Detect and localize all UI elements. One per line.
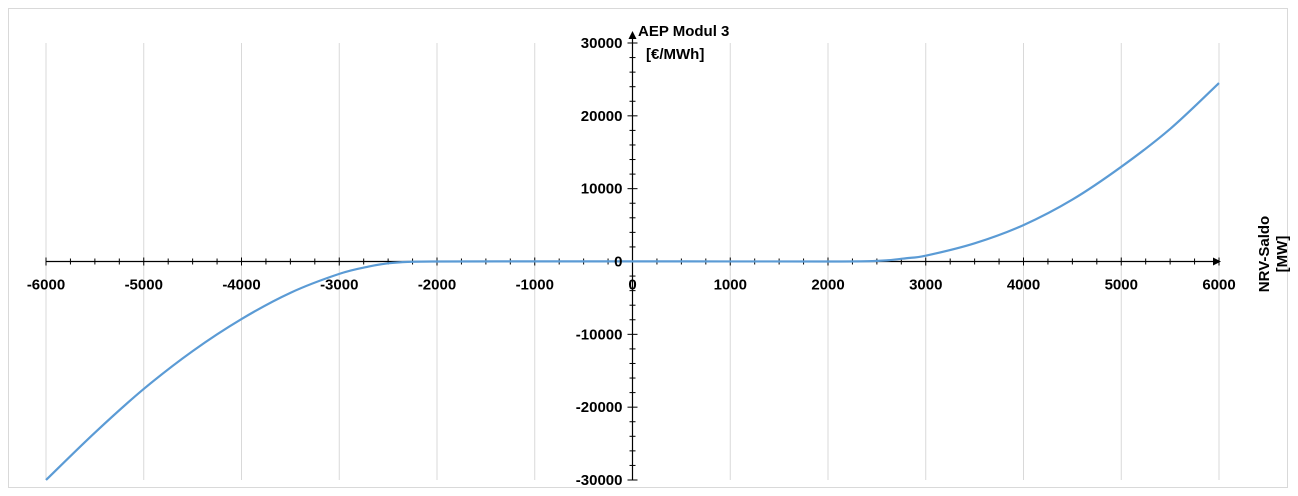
chart-frame	[8, 8, 1288, 488]
x-tick-label: -2000	[418, 277, 456, 294]
x-tick-label: 4000	[1007, 277, 1040, 294]
y-tick-label: 30000	[581, 35, 623, 52]
series-layer	[45, 82, 1220, 481]
tick-labels: -6000 -5000 -4000 -3000 -2000 -1000 0 1000 2000 3…	[27, 35, 1236, 489]
y-tick-label: 0	[614, 254, 622, 271]
y-axis-title-line2: [€/MWh]	[646, 46, 704, 63]
axes	[45, 31, 1221, 481]
x-tick-label: -1000	[516, 277, 554, 294]
x-axis-title-line1: NRV-Saldo	[1256, 216, 1273, 292]
series-line-0	[45, 82, 1220, 481]
x-tick-label: -3000	[320, 277, 358, 294]
x-tick-label: -5000	[125, 277, 163, 294]
x-axis-title-line2: [MW]	[1274, 236, 1291, 273]
x-tick-label: -4000	[222, 277, 260, 294]
x-tick-label: 1000	[714, 277, 747, 294]
x-tick-label: 2000	[811, 277, 844, 294]
x-tick-label: 6000	[1202, 277, 1235, 294]
x-tick-label: 5000	[1105, 277, 1138, 294]
x-tick-label: 0	[628, 277, 636, 294]
x-axis-arrow	[1213, 257, 1221, 266]
x-tick-label: 3000	[909, 277, 942, 294]
y-tick-label: -10000	[576, 326, 623, 343]
x-tick-label: -6000	[27, 277, 65, 294]
y-tick-label: -30000	[576, 472, 623, 489]
y-axis-arrow	[628, 31, 637, 39]
y-tick-label: -20000	[576, 399, 623, 416]
y-axis-title-line1: AEP Modul 3	[638, 23, 729, 40]
y-tick-label: 20000	[581, 108, 623, 125]
y-tick-label: 10000	[581, 181, 623, 198]
